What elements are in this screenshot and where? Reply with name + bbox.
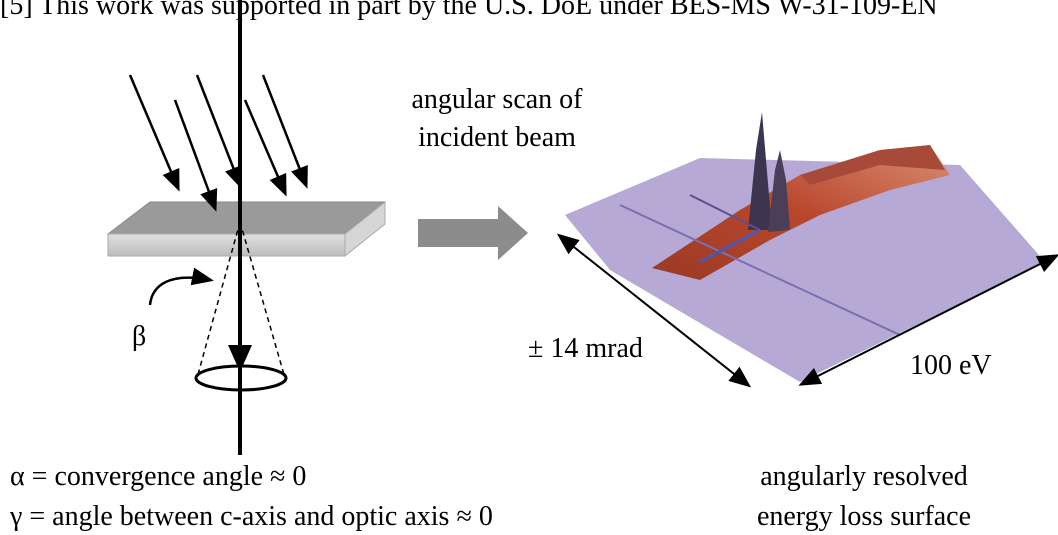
surface-caption: angularly resolved xyxy=(760,461,968,492)
beta-label: β xyxy=(132,321,146,352)
angle-range-label: ± 14 mrad xyxy=(528,333,643,364)
axis-arrowhead xyxy=(228,345,252,372)
scan-label: angular scan of xyxy=(411,84,583,115)
figure: [5] This work was supported in part by t… xyxy=(0,0,1058,535)
specimen-slab xyxy=(108,202,385,256)
definition: α = convergence angle ≈ 0 xyxy=(10,461,306,492)
incident-arrows xyxy=(130,75,306,208)
process-arrow xyxy=(418,206,528,260)
beta-arrow xyxy=(150,278,210,305)
definition: γ = angle between c-axis and optic axis … xyxy=(9,501,493,532)
surface-caption: energy loss surface xyxy=(757,501,971,532)
energy-range-label: 100 eV xyxy=(910,350,992,381)
footnote: [5] This work was supported in part by t… xyxy=(0,0,938,21)
scan-label: incident beam xyxy=(418,122,576,153)
